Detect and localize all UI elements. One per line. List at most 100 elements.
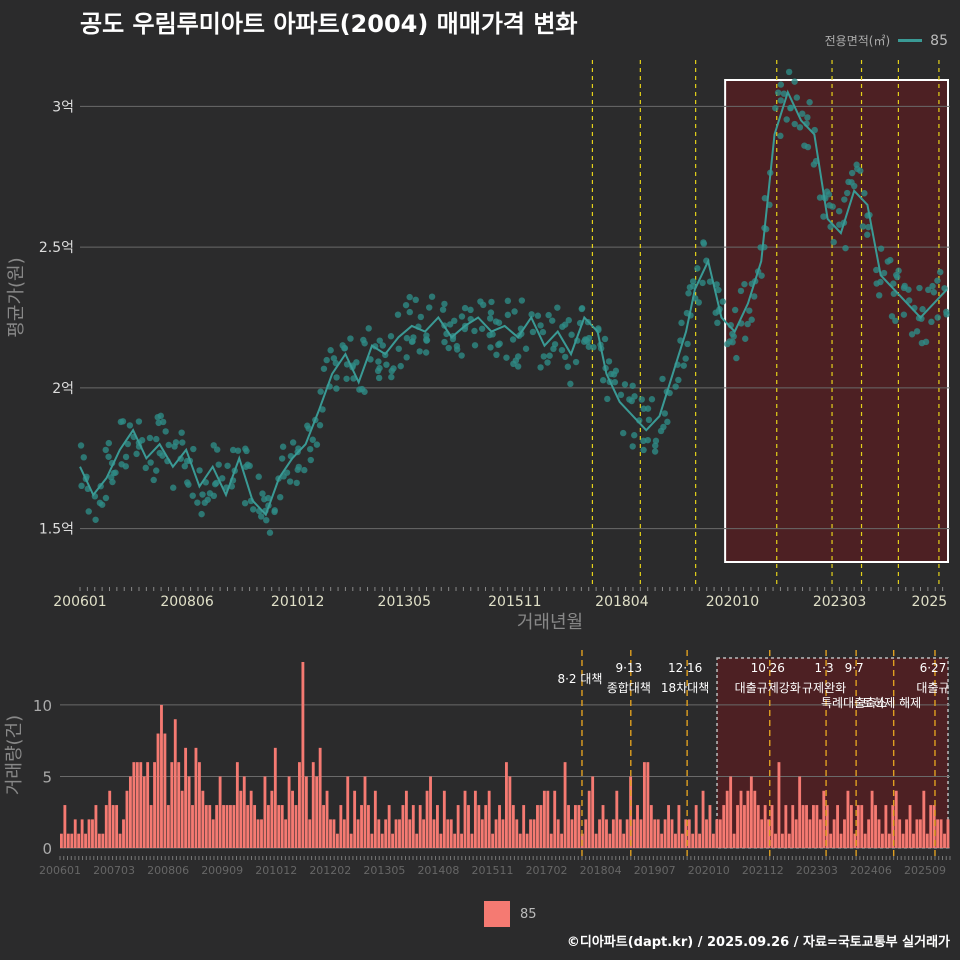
volume-bar	[774, 833, 777, 848]
volume-x-tick-label: 200703	[93, 864, 135, 877]
price-point	[780, 90, 788, 97]
price-point	[403, 334, 411, 342]
volume-bar	[60, 833, 63, 848]
volume-bar	[108, 790, 112, 848]
price-point	[544, 359, 551, 366]
volume-bar	[191, 805, 194, 848]
price-point	[714, 319, 721, 327]
price-point	[695, 299, 702, 306]
volume-bar	[563, 762, 567, 848]
volume-bar	[239, 790, 243, 848]
volume-bar	[870, 790, 874, 848]
volume-bar	[377, 819, 381, 848]
price-point	[133, 450, 140, 458]
volume-bar	[674, 833, 677, 848]
volume-x-tick-label: 201202	[309, 864, 351, 877]
price-point	[441, 338, 448, 346]
volume-bar	[242, 776, 246, 848]
volume-bar	[280, 805, 284, 848]
price-point	[551, 341, 559, 348]
price-point	[153, 435, 160, 443]
price-point	[271, 507, 278, 514]
price-point	[102, 446, 109, 454]
price-point	[522, 345, 530, 352]
volume-bar	[918, 819, 922, 848]
price-point	[629, 443, 636, 450]
price-point	[796, 124, 804, 131]
volume-bar	[877, 819, 881, 848]
volume-bar	[739, 790, 743, 848]
price-point	[748, 316, 755, 323]
price-point	[540, 353, 548, 360]
volume-bar	[408, 819, 412, 848]
price-point	[162, 428, 169, 435]
price-point	[514, 353, 522, 360]
volume-bar	[932, 805, 936, 848]
x-tick-label: 200601	[53, 594, 106, 610]
volume-bar	[63, 805, 67, 848]
price-point	[744, 320, 751, 328]
price-point	[751, 293, 758, 300]
price-point	[875, 292, 883, 299]
volume-bar	[335, 833, 339, 848]
price-chart: 1.5억 2억 2.5억 3억 200601 200806 201012 201305 2015…	[6, 60, 950, 633]
price-point	[928, 318, 935, 326]
volume-bar	[549, 833, 553, 848]
volume-bar	[867, 819, 871, 848]
y-tick-label: 2억	[52, 381, 74, 397]
price-point	[403, 354, 410, 361]
volume-bar	[418, 805, 422, 848]
price-point	[330, 355, 338, 362]
price-point	[611, 378, 619, 386]
price-point	[791, 120, 798, 128]
price-point	[514, 363, 522, 370]
price-point	[777, 81, 785, 88]
price-point	[731, 306, 739, 314]
price-point	[375, 358, 382, 365]
price-point	[582, 336, 589, 343]
price-point	[493, 351, 500, 359]
price-point	[477, 298, 484, 305]
volume-bar	[615, 790, 619, 848]
price-point	[316, 422, 324, 429]
price-point	[510, 360, 517, 368]
price-point	[394, 311, 402, 318]
price-point	[621, 381, 629, 388]
price-point	[877, 278, 884, 286]
volume-bar	[839, 833, 843, 848]
volume-x-tick-label: 201305	[363, 864, 405, 877]
price-point	[742, 335, 749, 342]
price-point	[629, 382, 636, 389]
price-point	[590, 343, 597, 351]
price-point	[488, 298, 495, 306]
volume-x-tick-label: 201702	[526, 864, 568, 877]
volume-bar	[556, 819, 560, 848]
price-point	[916, 284, 923, 292]
annotation-label: 8·2 대책	[557, 671, 602, 686]
volume-bar	[446, 819, 450, 848]
volume-bar	[542, 790, 546, 848]
price-point	[554, 304, 561, 311]
legend-label: 85	[930, 32, 948, 49]
volume-bar	[160, 704, 163, 848]
price-point	[333, 385, 340, 392]
volume-bar	[591, 776, 595, 848]
volume-bar	[798, 776, 802, 848]
volume-bar	[743, 805, 746, 848]
volume-bar	[235, 762, 239, 848]
volume-bar	[505, 762, 508, 848]
price-point	[918, 339, 926, 347]
volume-bar	[632, 819, 636, 848]
volume-bar	[128, 776, 132, 848]
price-point	[453, 342, 461, 350]
volume-bar	[746, 790, 750, 848]
volume-bar	[884, 805, 888, 848]
volume-bar	[329, 819, 332, 848]
annotation-label: 9·13	[615, 661, 642, 675]
volume-bar	[425, 790, 429, 848]
volume-bar	[487, 790, 491, 848]
volume-bar	[853, 833, 857, 848]
price-point	[379, 342, 386, 349]
volume-bar	[177, 762, 181, 848]
price-point	[604, 395, 611, 403]
